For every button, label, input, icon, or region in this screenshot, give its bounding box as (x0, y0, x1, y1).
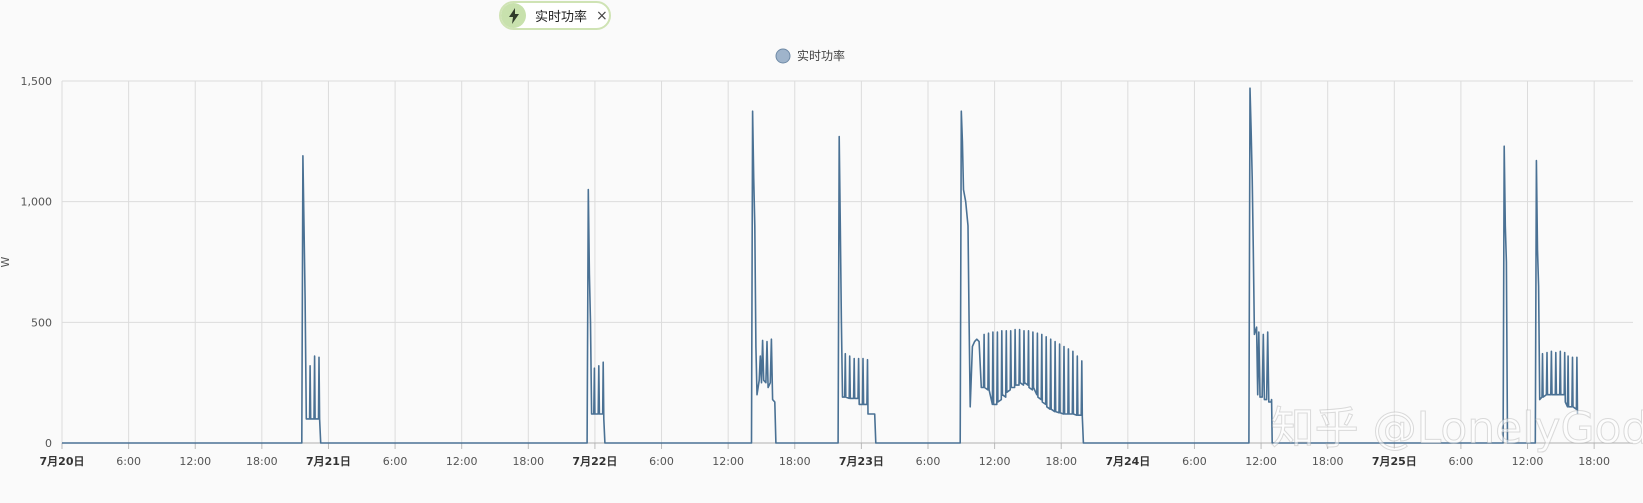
x-tick-label: 7月20日 (40, 455, 85, 468)
x-tick-label: 7月24日 (1105, 455, 1150, 468)
x-tick-label: 7月23日 (839, 455, 884, 468)
series-layer (62, 87, 1579, 444)
lightning-bolt-icon (501, 3, 526, 28)
x-tick-label: 7月21日 (306, 455, 351, 468)
x-tick-label: 12:00 (979, 455, 1011, 468)
x-tick-label: 12:00 (1245, 455, 1277, 468)
legend-label[interactable]: 实时功率 (797, 48, 845, 63)
x-tick-label: 7月22日 (572, 455, 617, 468)
x-tick-label: 6:00 (1449, 455, 1474, 468)
y-tick-label: 0 (45, 437, 52, 450)
x-tick-label: 6:00 (116, 455, 141, 468)
x-tick-label: 18:00 (1312, 455, 1344, 468)
y-tick-label: 1,000 (21, 196, 53, 209)
chip-close-icon[interactable]: × (596, 7, 608, 24)
legend-swatch[interactable] (775, 48, 791, 64)
x-tick-label: 18:00 (512, 455, 544, 468)
chart-legend[interactable]: 实时功率 (775, 48, 845, 64)
x-tick-label: 12:00 (712, 455, 744, 468)
x-tick-label: 12:00 (446, 455, 478, 468)
x-axis: 7月20日 6:00 12:00 18:00 7月21日 6:00 12:00 18:00 7月… (40, 442, 1633, 468)
y-axis: 0 500 1,000 1,500 W (0, 75, 52, 450)
x-tick-label: 18:00 (246, 455, 278, 468)
entity-chip-label: 实时功率 (535, 10, 588, 25)
x-tick-label: 7月25日 (1372, 455, 1417, 468)
x-tick-label: 18:00 (779, 455, 811, 468)
x-tick-label: 6:00 (383, 455, 408, 468)
y-tick-label: 1,500 (21, 75, 53, 88)
x-tick-label: 12:00 (179, 455, 211, 468)
y-tick-label: 500 (31, 316, 52, 329)
x-tick-label: 6:00 (649, 455, 674, 468)
chart-grid (61, 80, 1633, 444)
x-tick-label: 12:00 (1512, 455, 1544, 468)
x-tick-label: 6:00 (916, 455, 941, 468)
x-tick-label: 18:00 (1045, 455, 1077, 468)
x-tick-label: 6:00 (1182, 455, 1207, 468)
watermark: 知乎 @LonelyGod (1271, 403, 1643, 454)
entity-chip[interactable]: 实时功率 × (499, 1, 611, 30)
y-axis-label: W (0, 256, 12, 267)
series-line (62, 87, 1579, 444)
x-tick-label: 18:00 (1578, 455, 1610, 468)
